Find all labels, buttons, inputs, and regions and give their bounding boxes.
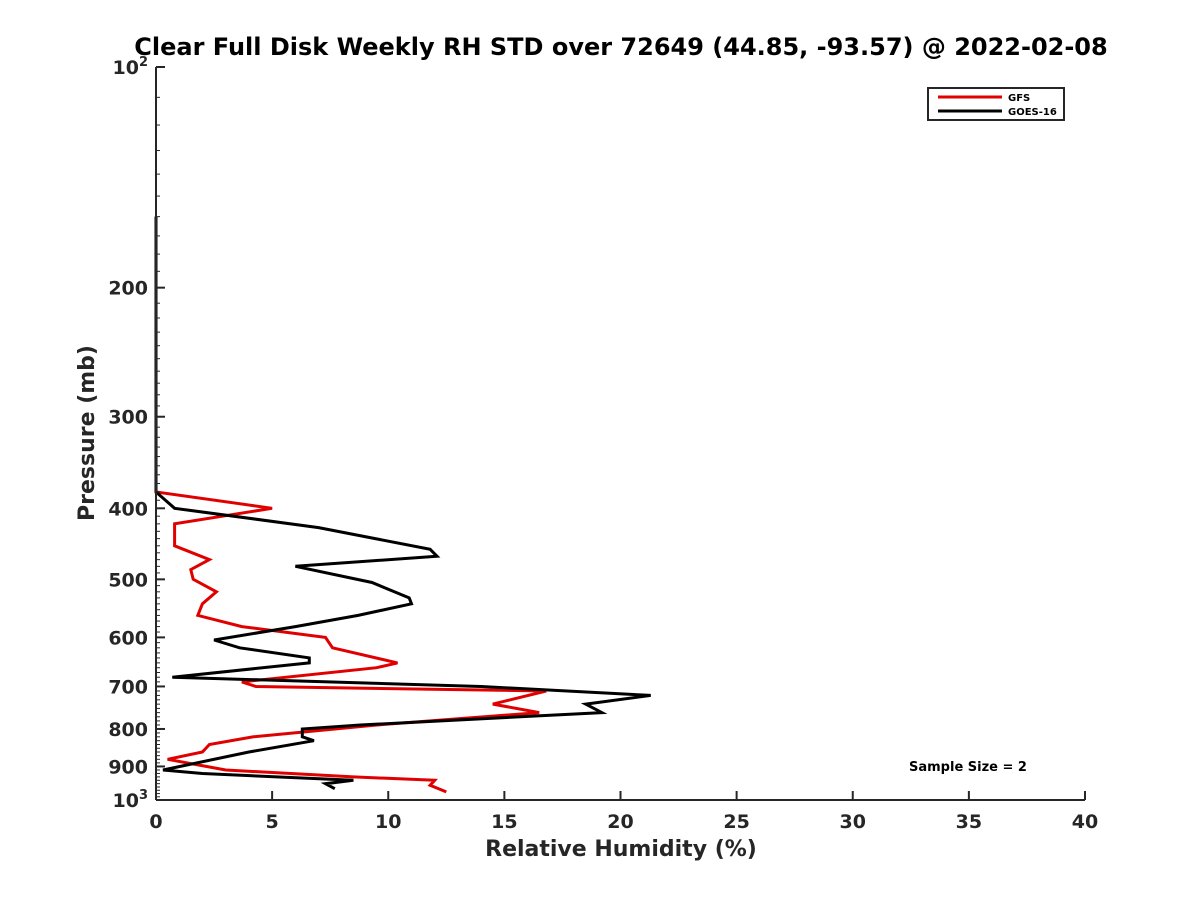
x-tick-label: 0 [149, 811, 162, 833]
x-tick-label: 25 [723, 811, 749, 833]
legend-label: GOES-16 [1008, 107, 1057, 118]
x-tick-label: 35 [956, 811, 982, 833]
y-tick-label: 800 [108, 719, 148, 741]
x-axis-label: Relative Humidity (%) [485, 837, 757, 862]
y-tick-label: 103 [113, 788, 149, 812]
x-tick-label: 15 [491, 811, 517, 833]
y-tick-label: 200 [108, 278, 148, 300]
series-line-goes-16 [154, 216, 651, 791]
x-tick-label: 20 [607, 811, 633, 833]
y-tick-label: 400 [108, 498, 148, 520]
x-tick-label: 30 [840, 811, 866, 833]
x-tick-label: 5 [266, 811, 279, 833]
sample-size-annotation: Sample Size = 2 [909, 760, 1027, 775]
y-tick-label: 500 [108, 569, 148, 591]
x-tick-label: 10 [375, 811, 401, 833]
x-tick-label: 40 [1072, 811, 1098, 833]
legend-label: GFS [1008, 93, 1030, 104]
y-tick-label: 900 [108, 756, 148, 778]
legend-box [927, 87, 1065, 121]
y-tick-label: 102 [113, 55, 149, 79]
chart-title: Clear Full Disk Weekly RH STD over 72649… [134, 33, 1107, 61]
y-tick-label: 700 [108, 676, 148, 698]
y-tick-label: 600 [108, 627, 148, 649]
y-axis-label: Pressure (mb) [75, 345, 100, 521]
series-line-gfs [154, 216, 547, 794]
y-tick-label: 300 [108, 407, 148, 429]
legend: GFS GOES-16 [927, 87, 1065, 121]
